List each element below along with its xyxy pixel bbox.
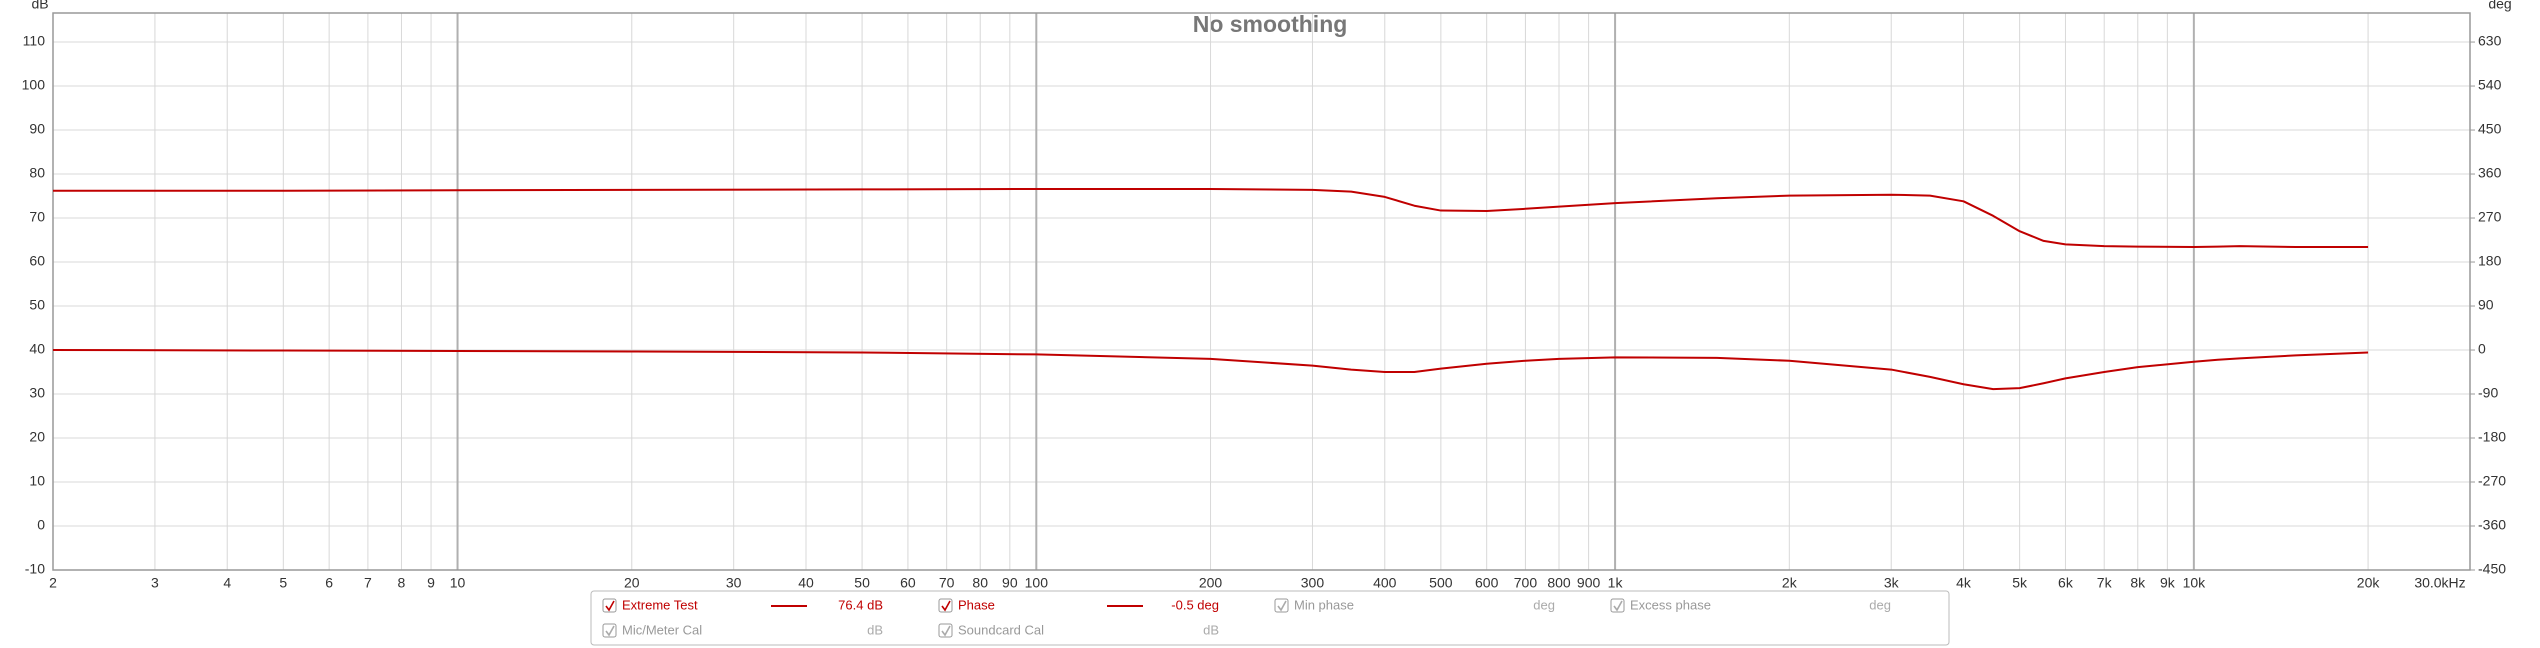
chart-title: No smoothing bbox=[1193, 11, 1348, 37]
x-tick-label: 700 bbox=[1514, 575, 1538, 591]
y2-tick-label: -360 bbox=[2478, 517, 2506, 533]
x-tick-label: 6 bbox=[325, 575, 333, 591]
y2-tick-label: 450 bbox=[2478, 121, 2502, 137]
y-tick-label: 40 bbox=[29, 341, 45, 357]
x-tick-label: 60 bbox=[900, 575, 916, 591]
y2-tick-label: -450 bbox=[2478, 561, 2506, 577]
legend-box bbox=[590, 590, 1950, 646]
x-tick-label: 400 bbox=[1373, 575, 1397, 591]
y-tick-label: 90 bbox=[29, 121, 45, 137]
legend-readout: 76.4 dB bbox=[838, 597, 883, 612]
x-tick-label: 4k bbox=[1956, 575, 1972, 591]
x-tick-label: 7k bbox=[2097, 575, 2113, 591]
y2-tick-label: 630 bbox=[2478, 33, 2502, 49]
checkmark bbox=[1613, 600, 1623, 612]
x-tick-label: 300 bbox=[1301, 575, 1325, 591]
x-tick-label: 30.0kHz bbox=[2414, 575, 2465, 591]
x-tick-label: 20 bbox=[624, 575, 640, 591]
x-tick-label: 100 bbox=[1025, 575, 1049, 591]
x-tick-label: 200 bbox=[1199, 575, 1223, 591]
y2-tick-label: 90 bbox=[2478, 297, 2494, 313]
y2-tick-label: -270 bbox=[2478, 473, 2506, 489]
y2-tick-label: 360 bbox=[2478, 165, 2502, 181]
legend-unit: dB bbox=[1203, 622, 1219, 637]
x-tick-label: 90 bbox=[1002, 575, 1018, 591]
legend-unit: deg bbox=[1869, 597, 1891, 612]
x-tick-label: 20k bbox=[2357, 575, 2381, 591]
x-tick-label: 7 bbox=[364, 575, 372, 591]
x-tick-label: 8k bbox=[2130, 575, 2146, 591]
checkmark bbox=[941, 600, 951, 612]
y2-axis-label: deg bbox=[2488, 0, 2511, 12]
x-tick-label: 1k bbox=[1608, 575, 1624, 591]
x-tick-label: 40 bbox=[798, 575, 814, 591]
y-tick-label: 70 bbox=[29, 209, 45, 225]
legend-label: Min phase bbox=[1294, 597, 1354, 612]
y2-tick-label: 270 bbox=[2478, 209, 2502, 225]
x-tick-label: 2 bbox=[49, 575, 57, 591]
y-tick-label: 10 bbox=[29, 473, 45, 489]
y-axis-label: dB bbox=[31, 0, 48, 12]
x-tick-label: 600 bbox=[1475, 575, 1499, 591]
legend-label: Excess phase bbox=[1630, 597, 1711, 612]
x-tick-label: 80 bbox=[972, 575, 988, 591]
y-tick-label: -10 bbox=[25, 561, 45, 577]
x-tick-label: 5 bbox=[279, 575, 287, 591]
legend-label: Soundcard Cal bbox=[958, 622, 1044, 637]
legend-label: Phase bbox=[958, 597, 995, 612]
legend-label: Mic/Meter Cal bbox=[622, 622, 702, 637]
x-tick-label: 10k bbox=[2183, 575, 2207, 591]
checkmark bbox=[941, 625, 951, 637]
y2-tick-label: -90 bbox=[2478, 385, 2498, 401]
y-tick-label: 80 bbox=[29, 165, 45, 181]
legend-label: Extreme Test bbox=[622, 597, 698, 612]
y-tick-label: 110 bbox=[23, 33, 46, 49]
x-tick-label: 8 bbox=[398, 575, 406, 591]
x-tick-label: 9 bbox=[427, 575, 435, 591]
plot-border bbox=[52, 12, 2471, 571]
y-tick-label: 60 bbox=[29, 253, 45, 269]
y2-tick-label: 540 bbox=[2478, 77, 2502, 93]
y-tick-label: 0 bbox=[37, 517, 45, 533]
x-tick-label: 50 bbox=[854, 575, 870, 591]
x-tick-label: 10 bbox=[450, 575, 466, 591]
y-tick-label: 50 bbox=[29, 297, 45, 313]
y2-tick-label: -180 bbox=[2478, 429, 2506, 445]
x-tick-label: 30 bbox=[726, 575, 742, 591]
x-tick-label: 500 bbox=[1429, 575, 1453, 591]
checkmark bbox=[605, 600, 615, 612]
y-tick-label: 100 bbox=[22, 77, 46, 93]
x-tick-label: 900 bbox=[1577, 575, 1601, 591]
y2-tick-label: 0 bbox=[2478, 341, 2486, 357]
legend-unit: dB bbox=[867, 622, 883, 637]
x-tick-label: 3k bbox=[1884, 575, 1900, 591]
x-tick-label: 6k bbox=[2058, 575, 2074, 591]
x-tick-label: 9k bbox=[2160, 575, 2176, 591]
x-tick-label: 70 bbox=[939, 575, 955, 591]
y-tick-label: 30 bbox=[29, 385, 45, 401]
x-tick-label: 3 bbox=[151, 575, 159, 591]
series-line bbox=[52, 349, 2369, 391]
x-tick-label: 4 bbox=[223, 575, 231, 591]
x-tick-label: 2k bbox=[1782, 575, 1798, 591]
x-tick-label: 800 bbox=[1547, 575, 1571, 591]
series-line bbox=[53, 187, 2369, 249]
y2-tick-label: 180 bbox=[2478, 253, 2502, 269]
legend-unit: deg bbox=[1533, 597, 1555, 612]
checkmark bbox=[605, 625, 615, 637]
y-tick-label: 20 bbox=[29, 429, 45, 445]
checkmark bbox=[1277, 600, 1287, 612]
x-tick-label: 5k bbox=[2012, 575, 2028, 591]
legend-readout: -0.5 deg bbox=[1171, 597, 1219, 612]
